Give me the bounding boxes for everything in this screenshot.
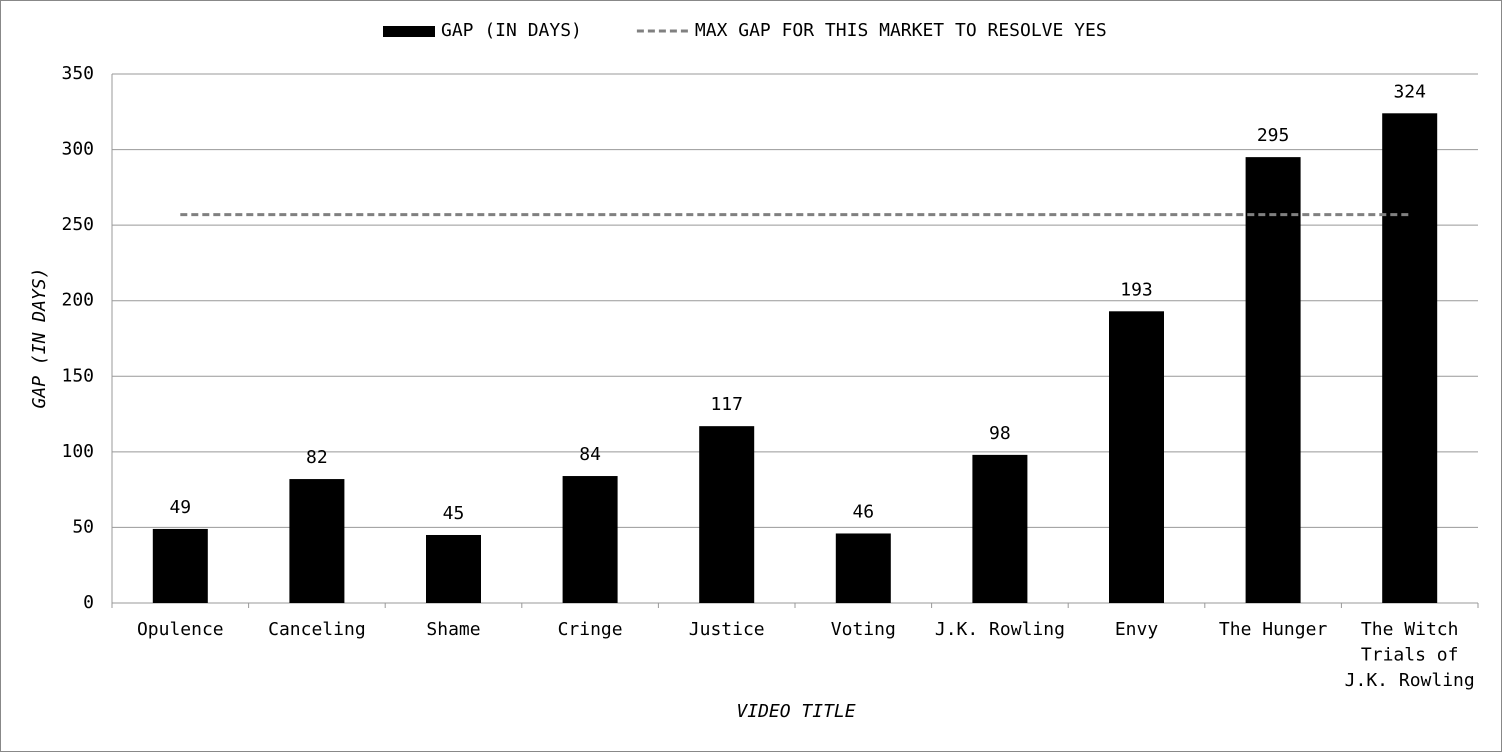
x-tick-label: Opulence bbox=[137, 619, 224, 640]
x-tick-label: Justice bbox=[689, 619, 765, 640]
legend-swatch bbox=[383, 26, 435, 37]
y-tick-label: 200 bbox=[61, 290, 94, 311]
data-label: 84 bbox=[579, 444, 601, 465]
data-label: 295 bbox=[1257, 125, 1290, 146]
data-label: 46 bbox=[852, 501, 874, 522]
data-label: 49 bbox=[169, 497, 191, 518]
y-tick-label: 350 bbox=[61, 63, 94, 84]
x-tick-label: The Witch Trials of J.K. Rowling bbox=[1345, 619, 1475, 691]
y-tick-label: 300 bbox=[61, 139, 94, 160]
x-tick-label: Envy bbox=[1115, 619, 1159, 640]
x-tick-label: Voting bbox=[831, 619, 896, 640]
bar bbox=[289, 479, 345, 603]
bar bbox=[562, 476, 618, 603]
x-tick-label: J.K. Rowling bbox=[935, 619, 1065, 640]
y-tick-label: 0 bbox=[83, 592, 94, 613]
y-tick-label: 250 bbox=[61, 214, 94, 235]
bar bbox=[835, 533, 891, 603]
bar bbox=[972, 454, 1028, 603]
x-axis-title: VIDEO TITLE bbox=[736, 701, 855, 722]
bar bbox=[1245, 157, 1301, 603]
bar bbox=[152, 528, 208, 603]
data-label: 82 bbox=[306, 447, 328, 468]
bar bbox=[1382, 113, 1438, 603]
bar bbox=[699, 426, 755, 603]
y-axis-title: GAP (IN DAYS) bbox=[29, 268, 50, 409]
legend-label: GAP (IN DAYS) bbox=[441, 20, 582, 41]
bar bbox=[426, 534, 481, 603]
x-tick-label: The Hunger bbox=[1219, 619, 1328, 640]
y-tick-label: 150 bbox=[61, 365, 94, 386]
x-tick-label: Shame bbox=[426, 619, 480, 640]
data-label: 117 bbox=[710, 394, 743, 415]
legend-label: MAX GAP FOR THIS MARKET TO RESOLVE YES bbox=[695, 20, 1107, 41]
y-tick-label: 100 bbox=[61, 441, 94, 462]
data-label: 324 bbox=[1393, 81, 1426, 102]
y-tick-label: 50 bbox=[72, 516, 94, 537]
data-label: 45 bbox=[443, 503, 465, 524]
data-label: 98 bbox=[989, 423, 1011, 444]
x-tick-label: Cringe bbox=[558, 619, 623, 640]
x-tick-label: Canceling bbox=[268, 619, 366, 640]
data-label: 193 bbox=[1120, 279, 1153, 300]
bar bbox=[1109, 311, 1164, 603]
